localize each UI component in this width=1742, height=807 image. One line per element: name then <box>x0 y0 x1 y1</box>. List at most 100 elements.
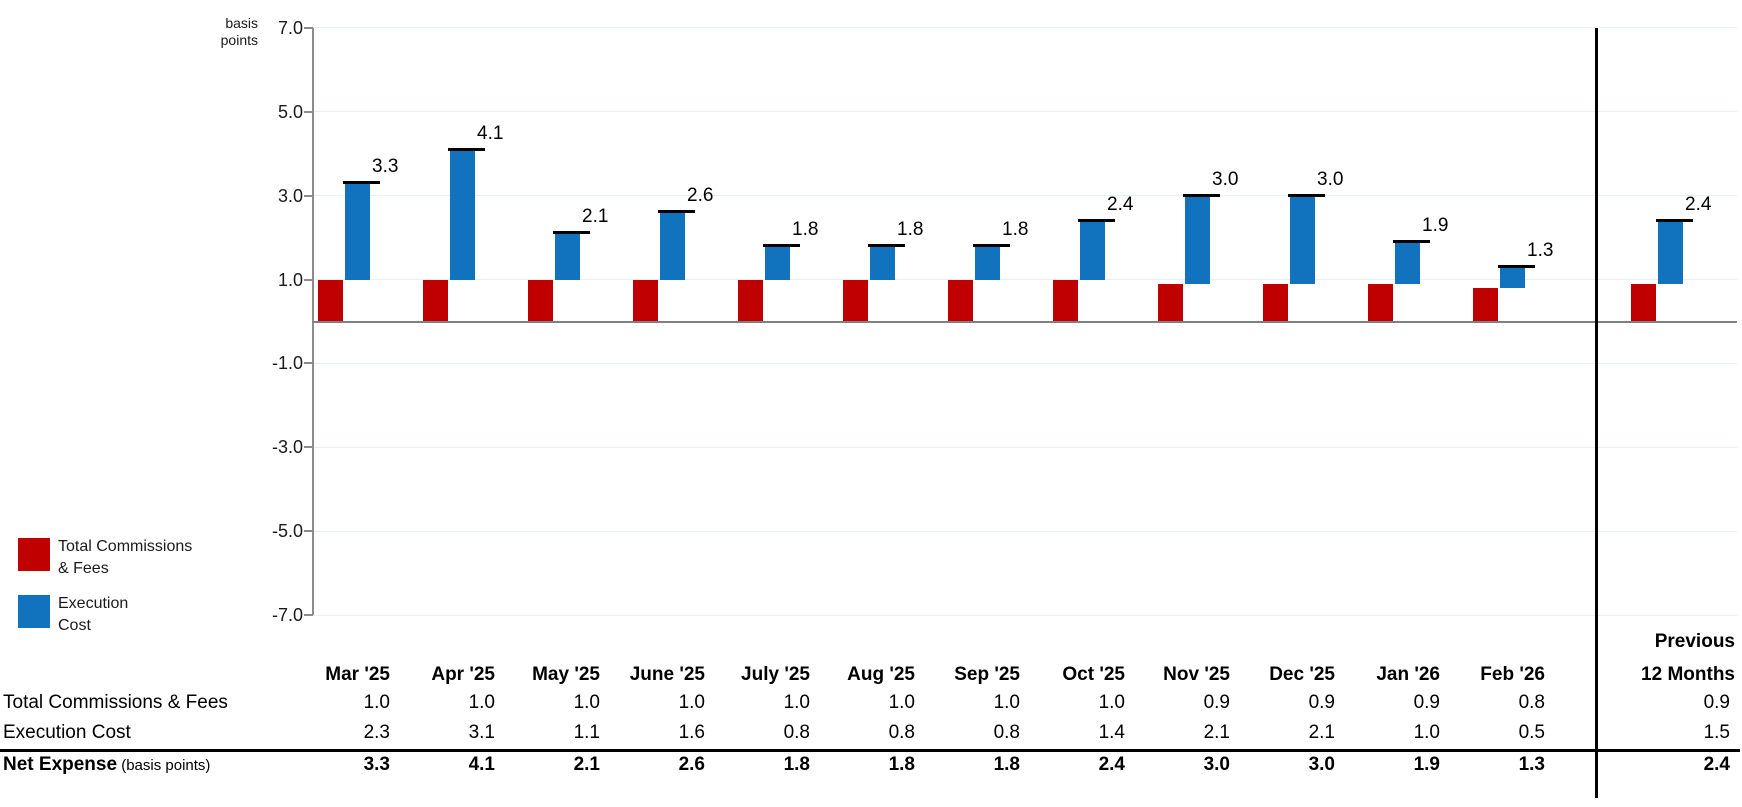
table-column-header: Feb '26 <box>1480 664 1545 685</box>
net-expense-marker <box>448 147 485 151</box>
table-cell: 1.0 <box>1413 722 1440 743</box>
table-cell: 3.1 <box>468 722 495 743</box>
table-cell: 0.9 <box>1413 692 1440 713</box>
total-commissions-fees-bar <box>1053 279 1078 322</box>
table-column-header: Oct '25 <box>1062 664 1125 685</box>
y-axis-tick-label: -3.0 <box>271 437 303 458</box>
execution-cost-bar <box>870 246 895 280</box>
y-axis-tick <box>304 362 313 365</box>
net-expense-value-label: 3.0 <box>1317 168 1344 190</box>
table-row-label-main: Net Expense <box>3 754 118 775</box>
gridline <box>313 27 1737 29</box>
net-expense-marker <box>553 231 590 235</box>
net-expense-marker <box>1183 193 1220 197</box>
y-axis-tick-label: 5.0 <box>277 101 303 122</box>
legend-swatch-execution-cost <box>18 595 50 628</box>
table-cell: 1.0 <box>573 692 600 713</box>
net-expense-marker <box>1498 264 1535 268</box>
legend-label-execution-cost: Execution Cost <box>58 593 128 637</box>
net-expense-value-label: 2.4 <box>1107 193 1134 215</box>
table-row-label: Total Commissions & Fees <box>3 692 228 713</box>
table-cell: 3.0 <box>1308 754 1335 775</box>
total-commissions-fees-bar <box>1473 287 1498 322</box>
execution-cost-bar <box>1185 195 1210 284</box>
gridline <box>313 614 1737 616</box>
table-cell: 0.8 <box>888 722 915 743</box>
total-commissions-fees-bar <box>1631 283 1656 322</box>
table-cell: 2.1 <box>573 754 600 775</box>
legend-label-line: & Fees <box>58 560 109 577</box>
zero-axis-line <box>313 320 1737 323</box>
table-row-label: Net Expense (basis points) <box>3 754 210 777</box>
total-commissions-fees-bar <box>423 279 448 322</box>
table-cell: 2.1 <box>1308 722 1335 743</box>
y-axis-tick-label: 1.0 <box>277 269 303 290</box>
table-cell: 1.0 <box>468 692 495 713</box>
legend-label-line: Total Commissions <box>58 538 193 555</box>
execution-cost-bar <box>1658 220 1683 284</box>
net-expense-value-label: 3.0 <box>1212 168 1239 190</box>
table-cell: 0.8 <box>993 722 1020 743</box>
table-cell: 1.0 <box>1098 692 1125 713</box>
execution-cost-bar <box>975 246 1000 280</box>
table-cell: 2.3 <box>363 722 390 743</box>
table-column-header: Dec '25 <box>1269 664 1335 685</box>
execution-cost-bar <box>555 233 580 280</box>
execution-cost-bar <box>1395 241 1420 284</box>
net-expense-marker <box>1288 193 1325 197</box>
legend-label-line: Cost <box>58 617 91 634</box>
net-expense-marker <box>868 244 905 248</box>
table-cell-previous: 1.5 <box>1703 722 1730 743</box>
table-column-header: July '25 <box>741 664 810 685</box>
net-expense-divider-line <box>0 749 1740 752</box>
y-axis-tick <box>304 110 313 113</box>
table-cell: 1.8 <box>993 754 1020 775</box>
table-cell: 1.8 <box>783 754 810 775</box>
table-column-header: Apr '25 <box>431 664 495 685</box>
table-column-header: June '25 <box>629 664 705 685</box>
net-expense-value-label: 1.9 <box>1422 214 1449 236</box>
net-expense-value-label: 2.1 <box>582 206 609 228</box>
net-expense-value-label: 1.3 <box>1527 239 1554 261</box>
y-axis-tick <box>304 194 313 197</box>
execution-cost-bar <box>1290 195 1315 284</box>
table-cell: 0.8 <box>1518 692 1545 713</box>
y-axis-tick-label: -5.0 <box>271 521 303 542</box>
net-expense-marker <box>343 181 380 185</box>
execution-cost-bar <box>450 149 475 280</box>
table-cell: 4.1 <box>468 754 495 775</box>
execution-cost-bar <box>1500 266 1525 288</box>
execution-cost-bar <box>660 212 685 280</box>
execution-cost-bar <box>765 246 790 280</box>
table-cell: 0.9 <box>1308 692 1335 713</box>
table-cell: 0.5 <box>1518 722 1545 743</box>
net-expense-marker <box>973 244 1010 248</box>
net-expense-marker <box>1656 218 1693 222</box>
table-row-label-note: (basis points) <box>117 757 211 774</box>
gridline <box>313 279 1737 281</box>
table-cell-previous: 2.4 <box>1703 754 1730 775</box>
legend-swatch-total-commissions-fees <box>18 538 50 571</box>
net-expense-marker <box>763 244 800 248</box>
gridline <box>313 195 1737 197</box>
net-expense-value-label: 1.8 <box>1002 219 1029 241</box>
y-axis-tick-label: 3.0 <box>277 185 303 206</box>
table-cell-previous: 0.9 <box>1703 692 1730 713</box>
table-cell: 0.9 <box>1203 692 1230 713</box>
table-cell: 1.0 <box>363 692 390 713</box>
table-column-header-previous-line2: 12 Months <box>1641 664 1735 685</box>
table-cell: 0.8 <box>783 722 810 743</box>
y-axis-tick <box>304 26 313 29</box>
net-expense-value-label: 1.8 <box>792 219 819 241</box>
table-column-header: Aug '25 <box>847 664 915 685</box>
gridline <box>313 446 1737 448</box>
total-commissions-fees-bar <box>738 279 763 322</box>
net-expense-marker <box>1078 218 1115 222</box>
table-cell: 2.4 <box>1098 754 1125 775</box>
table-cell: 1.3 <box>1518 754 1545 775</box>
table-cell: 1.1 <box>573 722 600 743</box>
table-column-header-previous-line1: Previous <box>1654 631 1735 652</box>
table-cell: 1.0 <box>993 692 1020 713</box>
